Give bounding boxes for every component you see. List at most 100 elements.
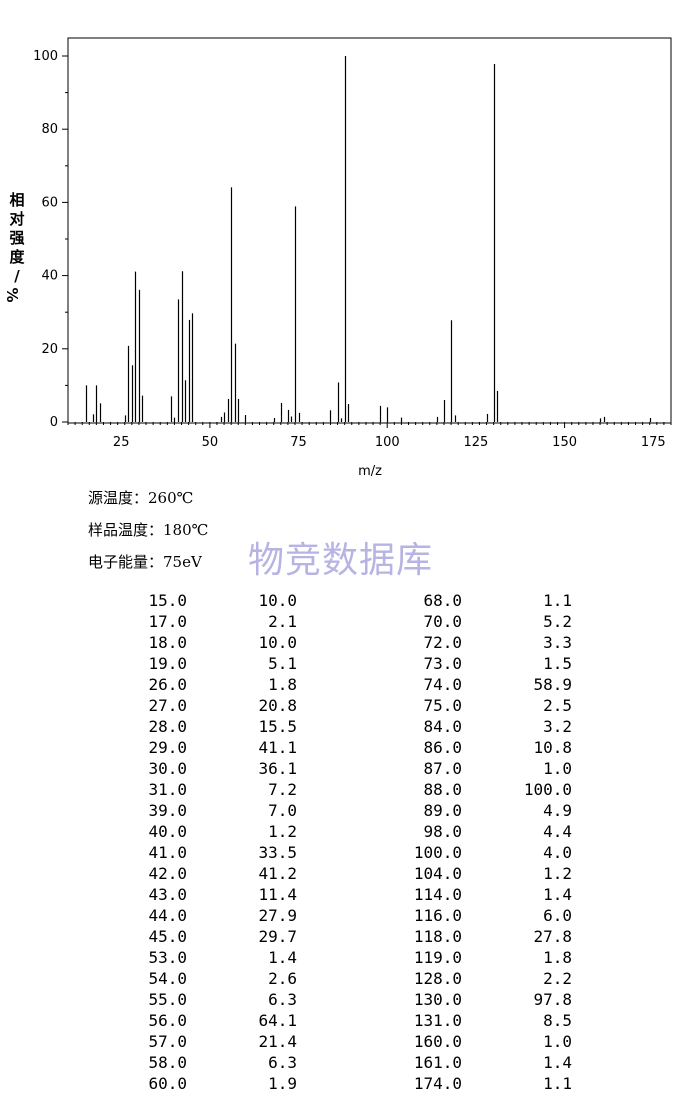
mz-value: 88.0 xyxy=(423,780,462,799)
mz-value: 42.0 xyxy=(148,864,187,883)
mz-value: 39.0 xyxy=(148,801,187,820)
intensity-value: 1.0 xyxy=(543,759,572,778)
mz-value: 118.0 xyxy=(413,927,462,946)
intensity-value: 27.9 xyxy=(258,906,297,925)
table-row: 15.0 10.0 68.0 1.1 xyxy=(0,590,696,611)
intensity-value: 6.0 xyxy=(543,906,572,925)
mz-value: 104.0 xyxy=(413,864,462,883)
table-row: 42.0 41.2 104.0 1.2 xyxy=(0,863,696,884)
intensity-value: 2.1 xyxy=(268,612,297,631)
sample-temperature: 样品温度：180℃ xyxy=(88,521,209,539)
table-row: 60.0 1.9 174.0 1.1 xyxy=(0,1073,696,1094)
x-axis-ticks: 25 50 75 100 125 150 175 xyxy=(67,422,672,450)
mz-value: 70.0 xyxy=(423,612,462,631)
mz-value: 17.0 xyxy=(148,612,187,631)
intensity-value: 10.0 xyxy=(258,633,297,652)
mz-value: 44.0 xyxy=(148,906,187,925)
mz-value: 130.0 xyxy=(413,990,462,1009)
table-row: 44.0 27.9 116.0 6.0 xyxy=(0,905,696,926)
intensity-value: 8.5 xyxy=(543,1011,572,1030)
mz-value: 119.0 xyxy=(413,948,462,967)
intensity-value: 10.8 xyxy=(533,738,572,757)
mass-spectrum-chart: 25 50 75 100 125 150 175 0 20 40 60 80 100 m/z 相对强度… xyxy=(3,37,672,479)
intensity-value: 100.0 xyxy=(523,780,572,799)
intensity-value: 1.4 xyxy=(268,948,297,967)
y-tick-label: 0 xyxy=(50,415,58,430)
table-row: 55.0 6.3 130.0 97.8 xyxy=(0,989,696,1010)
intensity-value: 1.0 xyxy=(543,1032,572,1051)
intensity-value: 29.7 xyxy=(258,927,297,946)
mz-value: 58.0 xyxy=(148,1053,187,1072)
table-row: 18.0 10.0 72.0 3.3 xyxy=(0,632,696,653)
y-tick-label: 20 xyxy=(41,342,58,357)
intensity-value: 7.0 xyxy=(268,801,297,820)
x-tick-label: 50 xyxy=(202,435,219,450)
intensity-value: 33.5 xyxy=(258,843,297,862)
x-tick-label: 125 xyxy=(463,435,488,450)
x-tick-label: 25 xyxy=(113,435,130,450)
intensity-value: 20.8 xyxy=(258,696,297,715)
mz-value: 116.0 xyxy=(413,906,462,925)
mz-value: 68.0 xyxy=(423,591,462,610)
intensity-value: 10.0 xyxy=(258,591,297,610)
table-row: 28.0 15.5 84.0 3.2 xyxy=(0,716,696,737)
mz-value: 56.0 xyxy=(148,1011,187,1030)
x-tick-label: 100 xyxy=(375,435,400,450)
mz-value: 28.0 xyxy=(148,717,187,736)
mz-value: 160.0 xyxy=(413,1032,462,1051)
mz-value: 75.0 xyxy=(423,696,462,715)
mz-value: 114.0 xyxy=(413,885,462,904)
mz-value: 41.0 xyxy=(148,843,187,862)
watermark: 物竞数据库 xyxy=(248,540,434,581)
table-row: 27.0 20.8 75.0 2.5 xyxy=(0,695,696,716)
mz-value: 72.0 xyxy=(423,633,462,652)
intensity-value: 41.1 xyxy=(258,738,297,757)
mz-value: 100.0 xyxy=(413,843,462,862)
y-axis-label-char: 相 xyxy=(9,191,24,209)
intensity-value: 3.3 xyxy=(543,633,572,652)
intensity-value: 4.4 xyxy=(543,822,572,841)
intensity-value: 5.2 xyxy=(543,612,572,631)
table-row: 54.0 2.6 128.0 2.2 xyxy=(0,968,696,989)
mz-value: 87.0 xyxy=(423,759,462,778)
table-row: 29.0 41.1 86.0 10.8 xyxy=(0,737,696,758)
table-row: 39.0 7.0 89.0 4.9 xyxy=(0,800,696,821)
intensity-value: 11.4 xyxy=(258,885,297,904)
y-tick-label: 60 xyxy=(41,195,58,210)
intensity-value: 4.9 xyxy=(543,801,572,820)
table-row: 57.0 21.4 160.0 1.0 xyxy=(0,1031,696,1052)
intensity-value: 5.1 xyxy=(268,654,297,673)
intensity-value: 1.4 xyxy=(543,1053,572,1072)
mz-value: 161.0 xyxy=(413,1053,462,1072)
mz-value: 89.0 xyxy=(423,801,462,820)
table-row: 45.0 29.7 118.0 27.8 xyxy=(0,926,696,947)
mz-value: 55.0 xyxy=(148,990,187,1009)
spectrum-peaks xyxy=(85,56,652,422)
intensity-value: 1.8 xyxy=(543,948,572,967)
mz-value: 15.0 xyxy=(148,591,187,610)
intensity-value: 58.9 xyxy=(533,675,572,694)
electron-energy: 电子能量：75eV xyxy=(88,553,202,571)
table-row: 56.0 64.1 131.0 8.5 xyxy=(0,1010,696,1031)
mz-value: 57.0 xyxy=(148,1032,187,1051)
mz-value: 73.0 xyxy=(423,654,462,673)
intensity-value: 4.0 xyxy=(543,843,572,862)
x-tick-label: 75 xyxy=(290,435,307,450)
x-tick-label: 175 xyxy=(641,435,666,450)
intensity-value: 1.1 xyxy=(543,1074,572,1093)
intensity-value: 2.5 xyxy=(543,696,572,715)
intensity-value: 15.5 xyxy=(258,717,297,736)
x-axis-label: m/z xyxy=(358,464,382,479)
intensity-value: 2.2 xyxy=(543,969,572,988)
intensity-value: 7.2 xyxy=(268,780,297,799)
table-row: 43.0 11.4 114.0 1.4 xyxy=(0,884,696,905)
mz-value: 174.0 xyxy=(413,1074,462,1093)
mz-value: 53.0 xyxy=(148,948,187,967)
y-axis-label-char: % xyxy=(3,287,21,302)
intensity-value: 1.8 xyxy=(268,675,297,694)
intensity-value: 1.5 xyxy=(543,654,572,673)
mz-value: 128.0 xyxy=(413,969,462,988)
y-tick-label: 40 xyxy=(41,269,58,284)
mz-value: 18.0 xyxy=(148,633,187,652)
